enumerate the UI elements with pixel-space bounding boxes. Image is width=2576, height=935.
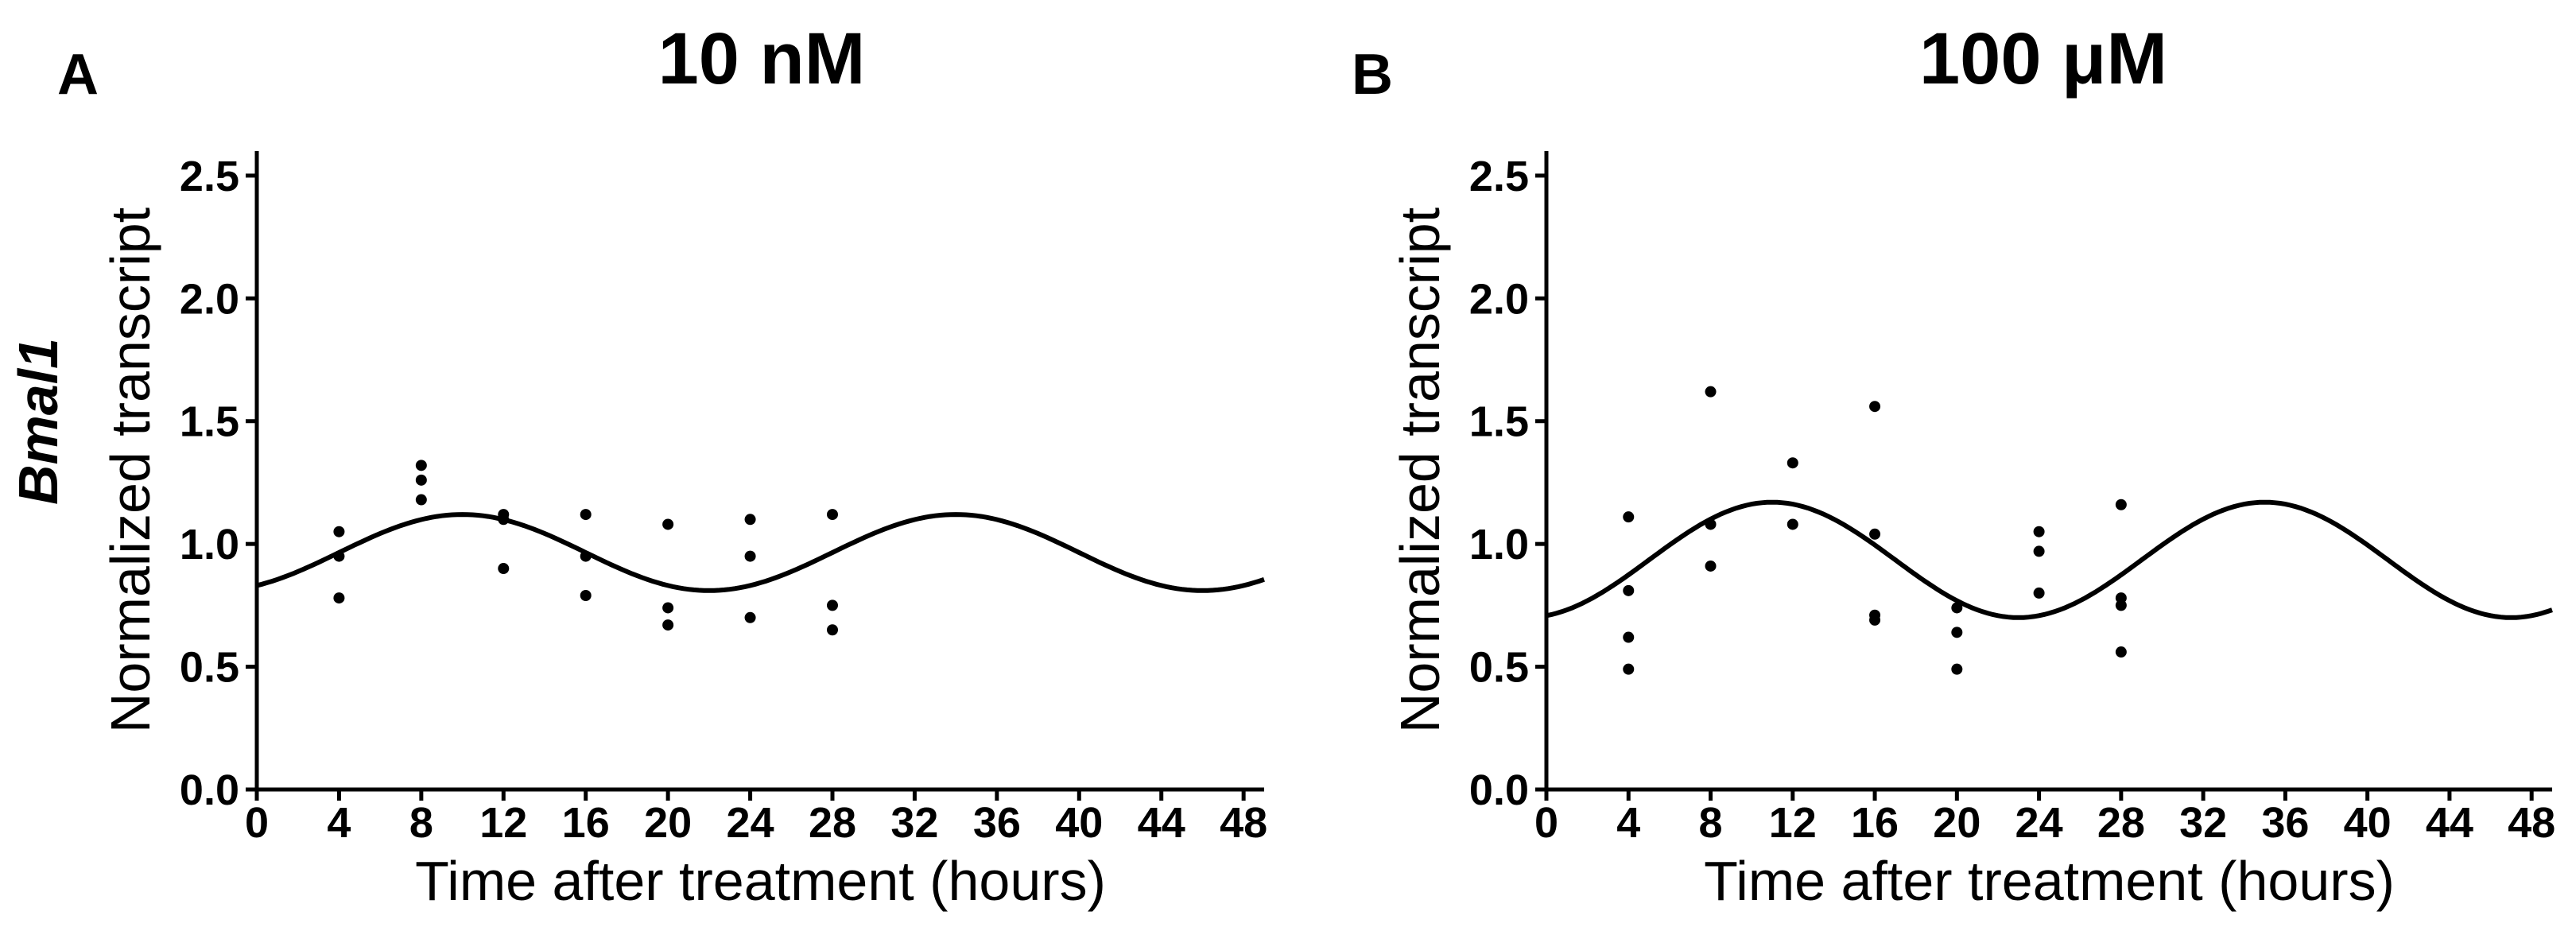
panel-a: A 10 nM0.00.51.01.52.02.50 4 8 12 16 20 24 28 32 3… (57, 18, 1267, 912)
data-point (2033, 545, 2045, 557)
x-tick-label: 8 (409, 799, 433, 847)
data-point (2115, 499, 2127, 510)
fit-curve (256, 512, 1265, 593)
data-point (1623, 631, 1635, 643)
data-point (1787, 518, 1798, 530)
data-point (580, 509, 592, 521)
y-tick-label: 1.5 (180, 398, 239, 446)
data-point (662, 602, 674, 614)
y-tick-label: 2.5 (180, 153, 239, 200)
y-tick-label: 1.5 (1469, 398, 1529, 446)
data-point (744, 611, 756, 623)
data-point (498, 563, 510, 575)
gene-label: Bmal1 (7, 338, 69, 505)
data-point (333, 592, 345, 604)
x-tick-label: 12 (479, 799, 527, 847)
data-point (498, 514, 510, 526)
data-point (1869, 401, 1881, 413)
y-tick-label: 1.0 (1469, 521, 1529, 568)
data-point (580, 550, 592, 562)
data-point (2115, 599, 2127, 611)
x-tick-label: 24 (2015, 799, 2063, 847)
x-tick-label: 40 (1055, 799, 1103, 847)
x-tick-label: 48 (1220, 799, 1267, 847)
panel-b: B 100 μM0.00.51.01.52.02.50 4 8 12 16 20 24 28 32… (1352, 18, 2555, 912)
y-tick-label: 0.5 (180, 644, 239, 692)
chart-title: 100 μM (1919, 18, 2167, 99)
data-point (2033, 526, 2045, 537)
data-point (662, 619, 674, 631)
y-tick-label: 2.5 (1469, 153, 1529, 200)
x-tick-label: 12 (1769, 799, 1817, 847)
data-point (1623, 663, 1635, 675)
y-tick-label: 2.0 (1469, 275, 1529, 323)
x-tick-label: 32 (890, 799, 938, 847)
data-point (1623, 584, 1635, 596)
x-tick-label: 40 (2344, 799, 2392, 847)
y-tick-label: 0.0 (180, 766, 239, 814)
data-point (415, 474, 427, 486)
data-point (1869, 614, 1881, 626)
x-tick-label: 36 (2261, 799, 2309, 847)
data-point (333, 526, 345, 537)
x-tick-label: 16 (1851, 799, 1899, 847)
data-point (1951, 663, 1963, 675)
data-point (2033, 587, 2045, 599)
data-point (1705, 386, 1717, 398)
data-point (827, 599, 838, 611)
data-point (1869, 528, 1881, 540)
data-point (1787, 457, 1798, 469)
data-point (1951, 627, 1963, 638)
y-tick-label: 0.5 (1469, 644, 1529, 692)
data-point (1951, 602, 1963, 614)
x-tick-label: 0 (245, 799, 269, 847)
data-point (1705, 518, 1717, 530)
chart-title: 10 nM (658, 18, 866, 99)
x-tick-label: 8 (1699, 799, 1723, 847)
x-tick-label: 48 (2508, 799, 2555, 847)
x-tick-label: 24 (727, 799, 774, 847)
data-point (827, 624, 838, 636)
panel-label: B (1352, 43, 1393, 107)
x-axis-label: Time after treatment (hours) (1704, 850, 2395, 912)
x-tick-label: 36 (973, 799, 1021, 847)
x-tick-label: 28 (809, 799, 856, 847)
data-point (744, 550, 756, 562)
data-point (1623, 511, 1635, 523)
x-tick-label: 20 (644, 799, 692, 847)
data-point (333, 550, 345, 562)
y-tick-label: 2.0 (180, 275, 239, 323)
data-point (415, 460, 427, 471)
data-point (415, 494, 427, 506)
x-tick-label: 28 (2097, 799, 2145, 847)
x-axis-label: Time after treatment (hours) (415, 850, 1106, 912)
x-tick-label: 4 (327, 799, 351, 847)
fit-curve (1546, 499, 2553, 620)
x-tick-label: 44 (2426, 799, 2473, 847)
x-tick-label: 32 (2179, 799, 2227, 847)
x-tick-label: 4 (1616, 799, 1640, 847)
data-point (662, 518, 674, 530)
y-axis-label: Normalized transcript (99, 208, 161, 733)
y-tick-label: 1.0 (180, 521, 239, 568)
data-point (744, 514, 756, 526)
data-point (1705, 560, 1717, 572)
y-tick-label: 0.0 (1469, 766, 1529, 814)
panel-label: A (57, 43, 99, 107)
x-tick-label: 16 (562, 799, 610, 847)
x-tick-label: 44 (1138, 799, 1185, 847)
x-tick-label: 20 (1933, 799, 1980, 847)
data-point (580, 590, 592, 602)
data-point (2115, 646, 2127, 658)
y-axis-label: Normalized transcript (1389, 208, 1451, 733)
x-tick-label: 0 (1534, 799, 1558, 847)
data-point (827, 509, 838, 521)
